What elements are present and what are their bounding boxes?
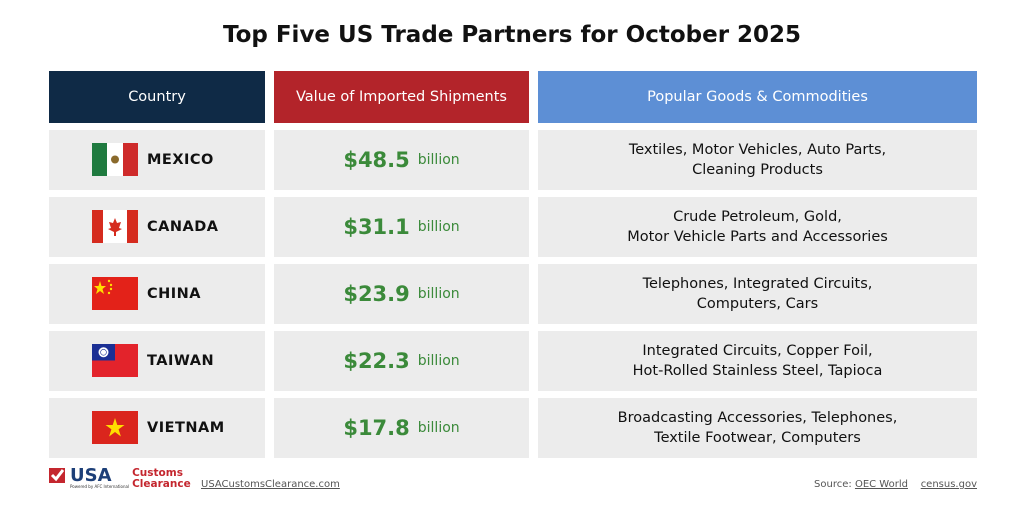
import-unit: billion [417, 152, 460, 168]
canada-flag-icon [92, 210, 138, 243]
import-value: $23.9 [343, 282, 410, 306]
source-label: Source: [814, 479, 852, 490]
import-unit: billion [417, 353, 460, 369]
goods-cell: Broadcasting Accessories, Telephones, Te… [538, 398, 977, 458]
goods-line: Telephones, Integrated Circuits, [642, 276, 873, 292]
import-value: $22.3 [343, 349, 410, 373]
goods-line: Crude Petroleum, Gold, [673, 209, 842, 225]
source-oec-link[interactable]: OEC World [854, 479, 908, 490]
china-flag-icon [92, 277, 138, 310]
header-value: Value of Imported Shipments [274, 71, 529, 123]
logo-clearance: Clearance [132, 478, 191, 490]
website-link[interactable]: USACustomsClearance.com [201, 479, 340, 490]
logo-usa: USA [70, 465, 112, 486]
source-census-link[interactable]: census.gov [920, 479, 977, 490]
taiwan-flag-icon [92, 344, 138, 377]
vietnam-flag-icon [92, 411, 138, 444]
country-name: TAIWAN [147, 353, 215, 369]
import-value: $48.5 [343, 148, 410, 172]
goods-cell: Telephones, Integrated Circuits, Compute… [538, 264, 977, 324]
mexico-flag-icon [92, 143, 138, 176]
import-unit: billion [417, 219, 460, 235]
country-cell: TAIWAN [49, 331, 265, 391]
goods-line: Motor Vehicle Parts and Accessories [627, 229, 888, 245]
country-cell: CANADA [49, 197, 265, 257]
country-cell: MEXICO [49, 130, 265, 190]
value-cell: $31.1 billion [274, 197, 529, 257]
goods-line: Cleaning Products [692, 162, 823, 178]
goods-line: Broadcasting Accessories, Telephones, [617, 410, 898, 426]
value-cell: $48.5 billion [274, 130, 529, 190]
header-country: Country [49, 71, 265, 123]
goods-line: Textiles, Motor Vehicles, Auto Parts, [628, 142, 887, 158]
import-value: $31.1 [343, 215, 410, 239]
usa-customs-clearance-logo[interactable]: USA Powered by AFC International Customs… [49, 465, 191, 490]
country-name: CHINA [147, 286, 202, 302]
country-name: MEXICO [147, 152, 214, 168]
import-unit: billion [417, 286, 460, 302]
country-name: VIETNAM [147, 420, 225, 436]
import-unit: billion [417, 420, 460, 436]
logo-powered-by: Powered by AFC International [70, 484, 130, 489]
checkbox-logo-icon [49, 468, 65, 483]
goods-line: Computers, Cars [696, 296, 819, 312]
goods-cell: Integrated Circuits, Copper Foil, Hot-Ro… [538, 331, 977, 391]
value-cell: $17.8 billion [274, 398, 529, 458]
country-name: CANADA [147, 219, 219, 235]
value-cell: $23.9 billion [274, 264, 529, 324]
country-cell: CHINA [49, 264, 265, 324]
value-cell: $22.3 billion [274, 331, 529, 391]
goods-line: Textile Footwear, Computers [654, 430, 861, 446]
header-goods: Popular Goods & Commodities [538, 71, 977, 123]
goods-cell: Textiles, Motor Vehicles, Auto Parts, Cl… [538, 130, 977, 190]
goods-line: Integrated Circuits, Copper Foil, [642, 343, 873, 359]
import-value: $17.8 [343, 416, 410, 440]
country-cell: VIETNAM [49, 398, 265, 458]
page-title: Top Five US Trade Partners for October 2… [222, 22, 802, 48]
logo-customs: Customs [132, 467, 183, 479]
goods-line: Hot-Rolled Stainless Steel, Tapioca [632, 363, 883, 379]
goods-cell: Crude Petroleum, Gold, Motor Vehicle Par… [538, 197, 977, 257]
